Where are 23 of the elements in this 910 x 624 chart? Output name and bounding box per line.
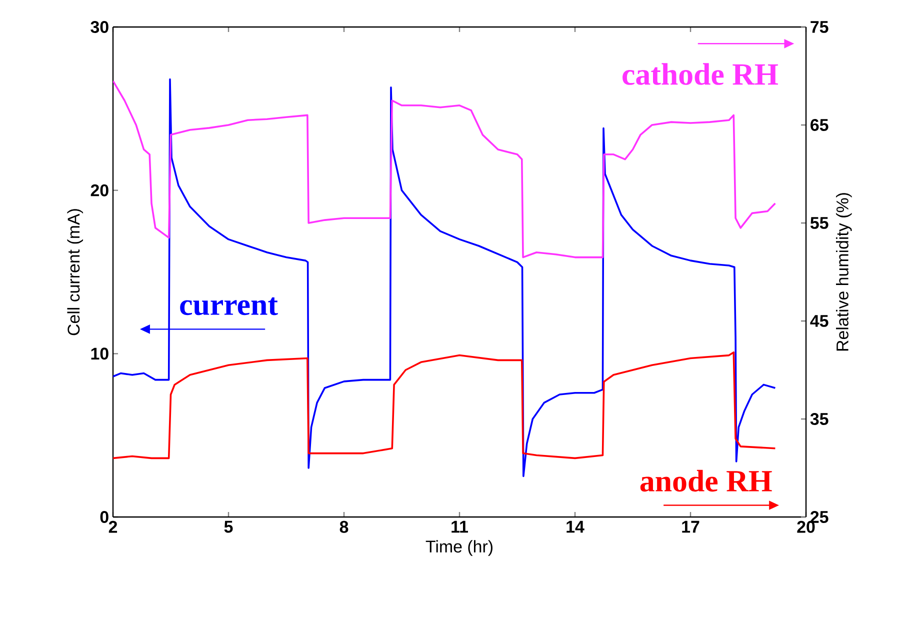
- y2-tick-label: 65: [810, 118, 828, 131]
- series-label: anode RH: [640, 470, 772, 492]
- x-tick-label: 17: [682, 520, 700, 533]
- series-label: current: [180, 297, 278, 316]
- x-tick-label: 14: [566, 520, 584, 533]
- x-tick-label: 2: [108, 520, 118, 533]
- y2-tick-label: 45: [810, 315, 828, 327]
- y-axis-title: Cell current (mA): [67, 209, 83, 336]
- y2-tick-label: 35: [810, 412, 828, 426]
- x-tick-label: 11: [452, 520, 468, 533]
- legend-label: cathode RH: [622, 63, 778, 85]
- y2-tick-label: 25: [810, 511, 828, 523]
- x-tick-label: 20: [797, 520, 815, 533]
- y2-axis-title: Relative humidity (%): [836, 193, 852, 351]
- y-tick-label: 10: [91, 348, 108, 360]
- y2-tick-label: 75: [810, 21, 828, 33]
- y2-tick-label: 55: [810, 217, 828, 229]
- x-tick-label: 5: [224, 520, 233, 533]
- y-tick-label: 0: [100, 511, 108, 523]
- y-tick-label: 20: [90, 184, 108, 196]
- x-axis-title: Time (hr): [426, 540, 492, 556]
- x-tick-label: 8: [340, 520, 348, 533]
- y-tick-label: 30: [90, 20, 108, 33]
